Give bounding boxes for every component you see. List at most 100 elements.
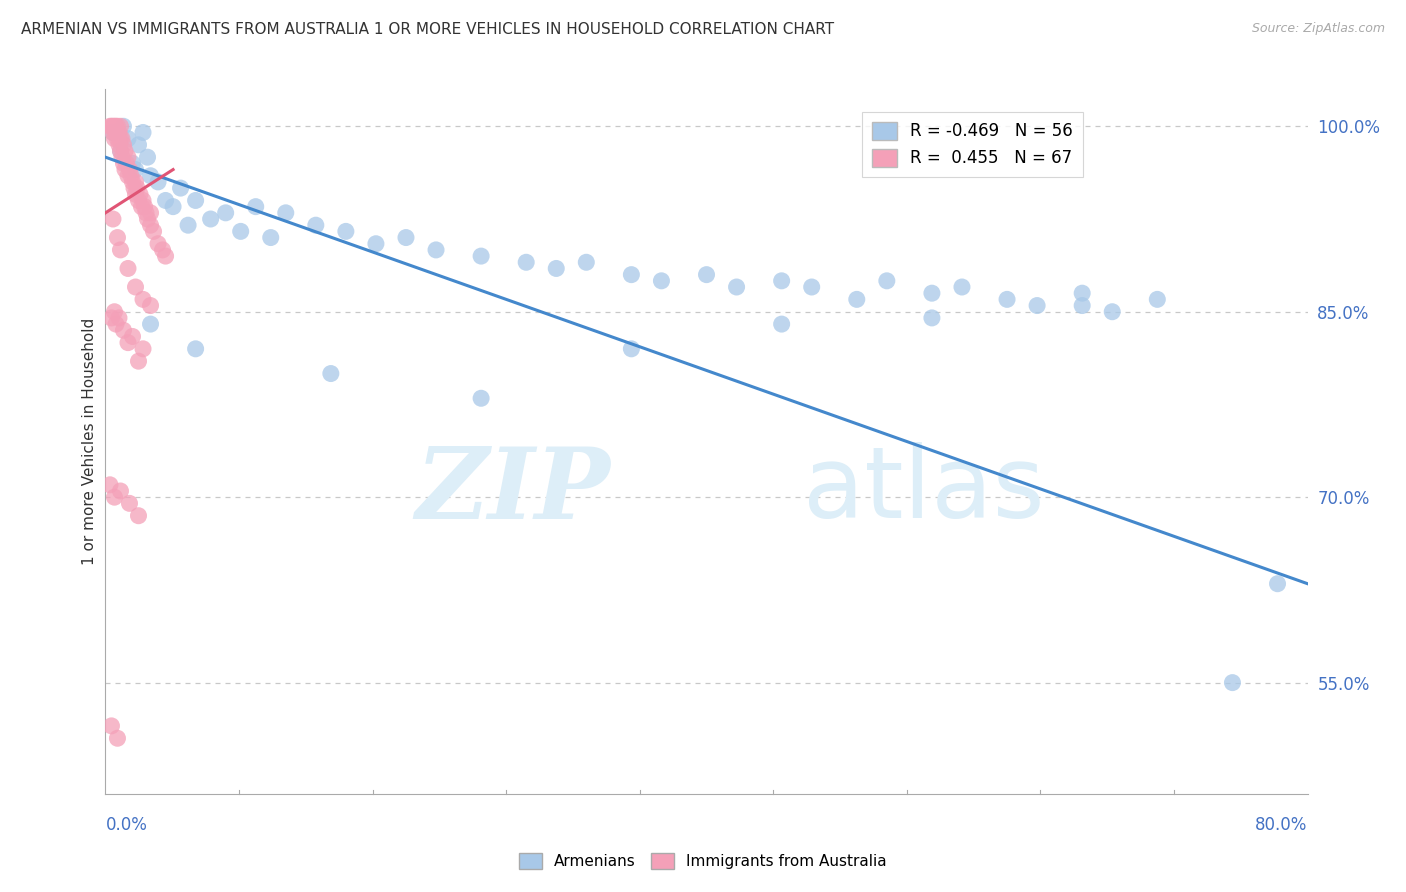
Point [155,194,177,208]
Point [108,310,131,325]
Point [770,317,793,331]
Point [305,218,328,232]
Point [134,200,156,214]
Point [110,131,132,145]
Point [152,243,174,257]
Point [120,169,142,183]
Point [100,120,122,134]
Point [184,342,207,356]
Point [845,293,868,307]
Point [107,230,129,244]
Text: atlas: atlas [803,442,1045,540]
Point [260,230,283,244]
Y-axis label: 1 or more Vehicles in Household: 1 or more Vehicles in Household [82,318,97,566]
Point [921,286,943,301]
Point [146,175,169,189]
Point [117,131,139,145]
Point [515,255,537,269]
Point [200,212,222,227]
Point [139,206,162,220]
Text: ARMENIAN VS IMMIGRANTS FROM AUSTRALIA 1 OR MORE VEHICLES IN HOUSEHOLD CORRELATIO: ARMENIAN VS IMMIGRANTS FROM AUSTRALIA 1 … [21,22,834,37]
Point [770,274,793,288]
Point [162,200,184,214]
Point [117,261,139,276]
Point [110,243,132,257]
Point [111,150,134,164]
Point [725,280,748,294]
Point [319,367,342,381]
Point [101,126,124,140]
Point [131,200,153,214]
Point [950,280,973,294]
Point [146,236,169,251]
Point [110,144,132,158]
Point [425,243,447,257]
Text: Source: ZipAtlas.com: Source: ZipAtlas.com [1251,22,1385,36]
Point [112,323,135,337]
Point [470,249,492,263]
Point [132,126,155,140]
Point [470,391,492,405]
Point [122,181,145,195]
Point [128,354,150,368]
Point [184,194,207,208]
Point [136,150,159,164]
Point [139,299,162,313]
Legend: R = -0.469   N = 56, R =  0.455   N = 67: R = -0.469 N = 56, R = 0.455 N = 67 [862,112,1083,178]
Point [132,342,155,356]
Point [169,181,191,195]
Legend: Armenians, Immigrants from Australia: Armenians, Immigrants from Australia [513,847,893,875]
Point [575,255,598,269]
Point [103,490,125,504]
Point [620,268,643,282]
Point [115,156,138,170]
Point [139,317,162,331]
Point [274,206,297,220]
Point [129,187,152,202]
Point [139,169,162,183]
Text: 80.0%: 80.0% [1256,816,1308,834]
Point [121,175,143,189]
Point [114,162,136,177]
Point [132,293,155,307]
Point [103,120,125,134]
Point [101,120,124,134]
Point [1071,286,1094,301]
Point [98,478,121,492]
Point [118,496,141,510]
Point [112,137,135,152]
Point [104,126,127,140]
Point [245,200,267,214]
Point [112,156,135,170]
Point [112,120,135,134]
Point [921,310,943,325]
Point [110,120,132,134]
Point [124,280,146,294]
Point [117,150,139,164]
Point [214,206,236,220]
Point [1222,675,1244,690]
Point [177,218,200,232]
Point [101,212,124,227]
Point [650,274,672,288]
Point [229,224,252,238]
Point [118,162,141,177]
Point [104,317,127,331]
Point [995,293,1018,307]
Point [124,175,146,189]
Point [107,131,129,145]
Point [395,230,418,244]
Point [1071,299,1094,313]
Point [111,131,134,145]
Point [117,169,139,183]
Point [128,508,150,523]
Point [135,206,157,220]
Point [155,249,177,263]
Point [364,236,387,251]
Point [876,274,898,288]
Point [139,218,162,232]
Point [121,156,143,170]
Point [1146,293,1168,307]
Point [100,310,122,325]
Point [100,719,122,733]
